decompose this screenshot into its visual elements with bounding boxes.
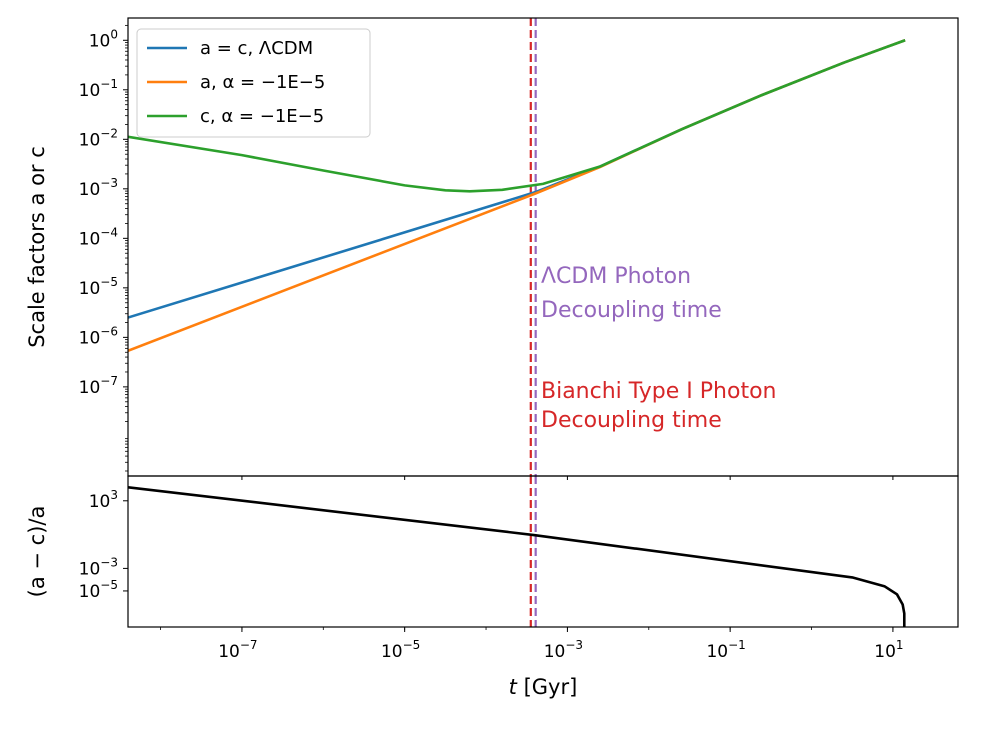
relative-difference-y-axis-label: (a − c)/a (25, 506, 49, 598)
legend-box (136, 28, 371, 138)
scale-factors-y-tick-label: 10−1 (79, 77, 118, 101)
scale-factors-y-tick-label: 10−2 (79, 126, 118, 150)
scale-factors-series-2 (128, 39, 906, 193)
scale-factors-y-tick-label: 10−4 (79, 225, 118, 249)
annotation-0-line-0: ΛCDM Photon (541, 264, 691, 289)
legend: a = c, ΛCDM a, α = −1E−5 c, α = −1E−5 (136, 28, 371, 138)
relative-difference-y-tick-label: 10−3 (79, 555, 118, 579)
scale-factors-y-tick-label: 10−7 (79, 374, 118, 398)
x-tick-label: 10−3 (544, 638, 583, 662)
scale-factors-y-tick-label: 100 (89, 27, 118, 51)
annotation-0-line-1: Decoupling time (541, 298, 722, 323)
scale-factors-y-tick-label: 10−3 (79, 176, 118, 200)
relative-difference-y-tick-label: 103 (89, 488, 118, 512)
relative-difference-plot-area (128, 476, 906, 627)
annotation-1-line-0: Bianchi Type I Photon (541, 379, 776, 404)
x-tick-label: 10−5 (381, 638, 420, 662)
x-tick-label: 101 (874, 638, 903, 662)
scale-factors-plot-area (128, 18, 906, 476)
legend-entry-2: c, α = −1E−5 (200, 106, 324, 127)
relative-difference-series-0 (128, 485, 906, 627)
x-tick-label: 10−7 (218, 638, 257, 662)
x-axis-label: t [Gyr] (509, 675, 578, 699)
scale-factors-y-tick-label: 10−6 (79, 324, 118, 348)
scale-factors-y-axis-label: Scale factors a or c (25, 146, 49, 348)
legend-entry-0: a = c, ΛCDM (200, 38, 313, 59)
x-tick-label: 10−1 (706, 638, 745, 662)
scale-factors-y-tick-label: 10−5 (79, 275, 118, 299)
annotation-1-line-1: Decoupling time (541, 408, 722, 433)
relative-difference-frame (127, 475, 959, 628)
relative-difference-y-tick-label: 10−5 (79, 578, 118, 602)
legend-entry-1: a, α = −1E−5 (200, 72, 325, 93)
